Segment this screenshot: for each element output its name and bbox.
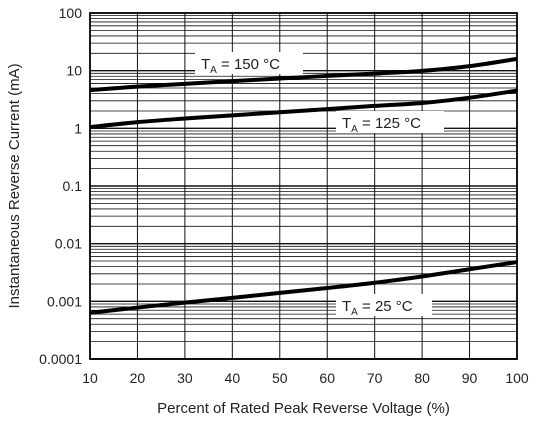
- x-tick-label: 90: [462, 370, 478, 386]
- series-label-symbol: T: [342, 298, 351, 315]
- x-tick-label: 60: [319, 370, 335, 386]
- series-label-subscript: A: [210, 65, 217, 76]
- series-label-subscript: A: [351, 307, 358, 318]
- series-label-1: TA = 125 °C: [342, 115, 421, 135]
- plot-frame: [89, 12, 518, 360]
- y-tick-label: 0.0001: [39, 351, 82, 367]
- series-label-symbol: T: [201, 56, 210, 73]
- x-tick-label: 100: [505, 370, 529, 386]
- y-tick-label: 0.01: [55, 236, 82, 252]
- series-label-subscript: A: [351, 124, 358, 135]
- series-lines: [89, 56, 518, 315]
- tick-labels: 10 20 30 40 50 60 70 80 90 100 0.0001 0.001 0.01 0.1 1…: [39, 5, 529, 386]
- y-tick-label: 0.001: [47, 293, 82, 309]
- y-tick-label: 100: [59, 5, 83, 21]
- series-label-symbol: T: [342, 115, 351, 132]
- x-tick-label: 10: [82, 370, 98, 386]
- y-tick-label: 1: [74, 120, 82, 136]
- plot-border: [89, 12, 518, 360]
- series-labels: TA = 150 °CTA = 125 °CTA = 25 °C: [195, 52, 444, 318]
- series-label-value: = 125 °C: [358, 115, 421, 132]
- series-line-0: [89, 56, 518, 93]
- x-tick-label: 50: [272, 370, 288, 386]
- y-axis-title: Instantaneous Reverse Current (mA): [6, 63, 23, 308]
- series-label-background: [336, 294, 432, 316]
- series-line-1: [89, 88, 518, 130]
- series-line-2: [89, 260, 518, 315]
- x-axis-title: Percent of Rated Peak Reverse Voltage (%…: [157, 400, 450, 417]
- y-tick-label: 10: [66, 63, 82, 79]
- x-tick-label: 40: [225, 370, 241, 386]
- series-label-background: [336, 111, 444, 133]
- y-tick-label: 0.1: [63, 178, 83, 194]
- grid: [89, 13, 518, 360]
- series-label-background: [195, 52, 303, 74]
- x-tick-label: 70: [367, 370, 383, 386]
- series-label-value: = 25 °C: [358, 298, 413, 315]
- x-tick-label: 30: [177, 370, 193, 386]
- series-label-value: = 150 °C: [217, 56, 280, 73]
- series-label-0: TA = 150 °C: [201, 56, 280, 76]
- series-label-2: TA = 25 °C: [342, 298, 413, 318]
- x-tick-label: 20: [130, 370, 146, 386]
- x-tick-label: 80: [414, 370, 430, 386]
